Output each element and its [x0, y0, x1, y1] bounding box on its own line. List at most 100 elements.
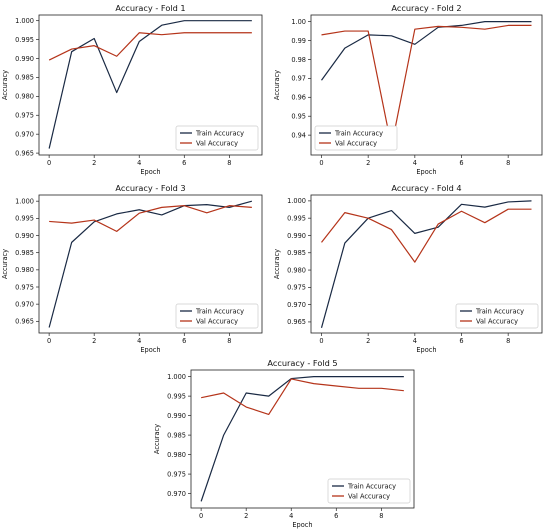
x-axis-label: Epoch — [140, 346, 160, 354]
y-tick-label: 0.990 — [167, 412, 186, 420]
legend-label: Val Accuracy — [348, 492, 390, 500]
x-tick-label: 8 — [227, 337, 231, 345]
y-tick-label: 0.94 — [291, 131, 306, 139]
y-tick-label: 0.990 — [15, 55, 34, 63]
y-axis-label: Accuracy — [1, 70, 9, 100]
plot-frame — [38, 14, 263, 156]
x-tick-label: 4 — [289, 512, 293, 520]
chart-panel-fold-5: Accuracy - Fold 5 0 2 4 6 8 0.970 0.975 0.980 0.9… — [153, 358, 415, 529]
y-tick-label: 0.970 — [287, 301, 306, 309]
y-axis-label: Accuracy — [273, 70, 281, 100]
x-tick-label: 0 — [319, 337, 323, 345]
y-tick-label: 0.965 — [15, 149, 34, 157]
y-tick-label: 0.965 — [15, 318, 34, 326]
y-tick-label: 0.980 — [287, 266, 306, 274]
series-line-val-accuracy — [321, 208, 532, 263]
x-tick-label: 6 — [459, 337, 463, 345]
y-tick-label: 0.995 — [15, 215, 34, 223]
y-tick-label: 0.97 — [291, 75, 306, 83]
x-tick-label: 0 — [47, 337, 51, 345]
y-tick-label: 0.970 — [15, 300, 34, 308]
y-tick-label: 1.000 — [287, 197, 306, 205]
x-axis-label: Epoch — [292, 521, 312, 529]
x-tick-label: 4 — [413, 337, 417, 345]
x-tick-label: 8 — [379, 512, 383, 520]
y-tick-label: 0.980 — [15, 266, 34, 274]
y-tick-label: 0.975 — [167, 470, 186, 478]
plot-frame — [38, 194, 263, 334]
y-tick-label: 0.985 — [15, 74, 34, 82]
plot-frame — [310, 194, 543, 334]
y-tick-label: 0.985 — [167, 431, 186, 439]
y-tick-label: 0.970 — [167, 490, 186, 498]
y-tick-label: 1.000 — [15, 17, 34, 25]
y-tick-label: 0.990 — [287, 232, 306, 240]
x-axis-label: Epoch — [416, 168, 436, 176]
series-line-train-accuracy — [200, 376, 404, 502]
x-tick-label: 6 — [459, 159, 463, 167]
y-axis-label: Accuracy — [153, 424, 161, 454]
series-line-val-accuracy — [49, 205, 252, 232]
y-tick-label: 0.965 — [287, 318, 306, 326]
series-line-train-accuracy — [320, 200, 532, 328]
series-line-train-accuracy — [321, 21, 532, 81]
legend-box — [175, 303, 259, 329]
legend-label: Train Accuracy — [347, 482, 396, 490]
y-axis-label: Accuracy — [1, 249, 9, 279]
y-tick-label: 1.00 — [291, 18, 306, 26]
x-tick-label: 2 — [366, 159, 370, 167]
x-tick-label: 2 — [366, 337, 370, 345]
x-tick-label: 6 — [334, 512, 338, 520]
x-tick-label: 0 — [199, 512, 203, 520]
chart-panel-fold-4: Accuracy - Fold 4 0 2 4 6 8 0.965 0.970 0.975 0.9… — [273, 183, 543, 354]
y-tick-label: 0.995 — [167, 392, 186, 400]
series-line-val-accuracy — [321, 24, 532, 148]
legend-label: Train Accuracy — [195, 307, 244, 315]
y-tick-label: 0.970 — [15, 130, 34, 138]
chart-panel-fold-3: Accuracy - Fold 3 0 2 4 6 8 0.965 0.970 0.975 0.9… — [1, 183, 263, 354]
legend-label: Train Accuracy — [475, 307, 524, 315]
x-tick-label: 4 — [137, 159, 141, 167]
chart-title: Accuracy - Fold 5 — [267, 358, 337, 368]
legend-label: Train Accuracy — [334, 129, 383, 137]
x-tick-label: 2 — [92, 159, 96, 167]
y-tick-label: 0.99 — [291, 37, 306, 45]
legend-box — [327, 478, 411, 504]
y-tick-label: 0.95 — [291, 113, 306, 121]
legend: Train Accuracy Val Accuracy — [175, 125, 259, 151]
x-tick-label: 2 — [244, 512, 248, 520]
x-tick-label: 2 — [92, 337, 96, 345]
y-tick-label: 0.975 — [15, 112, 34, 120]
y-tick-label: 0.980 — [167, 451, 186, 459]
y-tick-label: 0.975 — [287, 284, 306, 292]
x-tick-label: 8 — [506, 159, 510, 167]
x-tick-label: 8 — [227, 159, 231, 167]
legend: Train Accuracy Val Accuracy — [175, 303, 259, 329]
y-tick-label: 0.990 — [15, 232, 34, 240]
x-tick-label: 8 — [506, 337, 510, 345]
chart-title: Accuracy - Fold 2 — [391, 3, 461, 13]
chart-title: Accuracy - Fold 1 — [115, 3, 185, 13]
series-line-val-accuracy — [48, 32, 252, 61]
x-tick-label: 4 — [413, 159, 417, 167]
y-axis-label: Accuracy — [273, 249, 281, 279]
y-tick-label: 0.995 — [287, 214, 306, 222]
legend: Train Accuracy Val Accuracy — [455, 303, 539, 329]
series-line-train-accuracy — [48, 200, 253, 328]
legend: Train Accuracy Val Accuracy — [314, 125, 398, 151]
legend-box — [314, 125, 398, 151]
y-tick-label: 0.985 — [287, 249, 306, 257]
y-tick-label: 0.98 — [291, 56, 306, 64]
legend: Train Accuracy Val Accuracy — [327, 478, 411, 504]
legend-box — [455, 303, 539, 329]
y-tick-label: 1.000 — [167, 373, 186, 381]
x-axis-label: Epoch — [140, 168, 160, 176]
chart-title: Accuracy - Fold 3 — [115, 183, 185, 193]
y-tick-label: 0.980 — [15, 93, 34, 101]
legend-box — [175, 125, 259, 151]
legend-label: Val Accuracy — [196, 139, 238, 147]
x-tick-label: 0 — [319, 159, 323, 167]
x-tick-label: 6 — [182, 159, 186, 167]
x-tick-label: 6 — [182, 337, 186, 345]
